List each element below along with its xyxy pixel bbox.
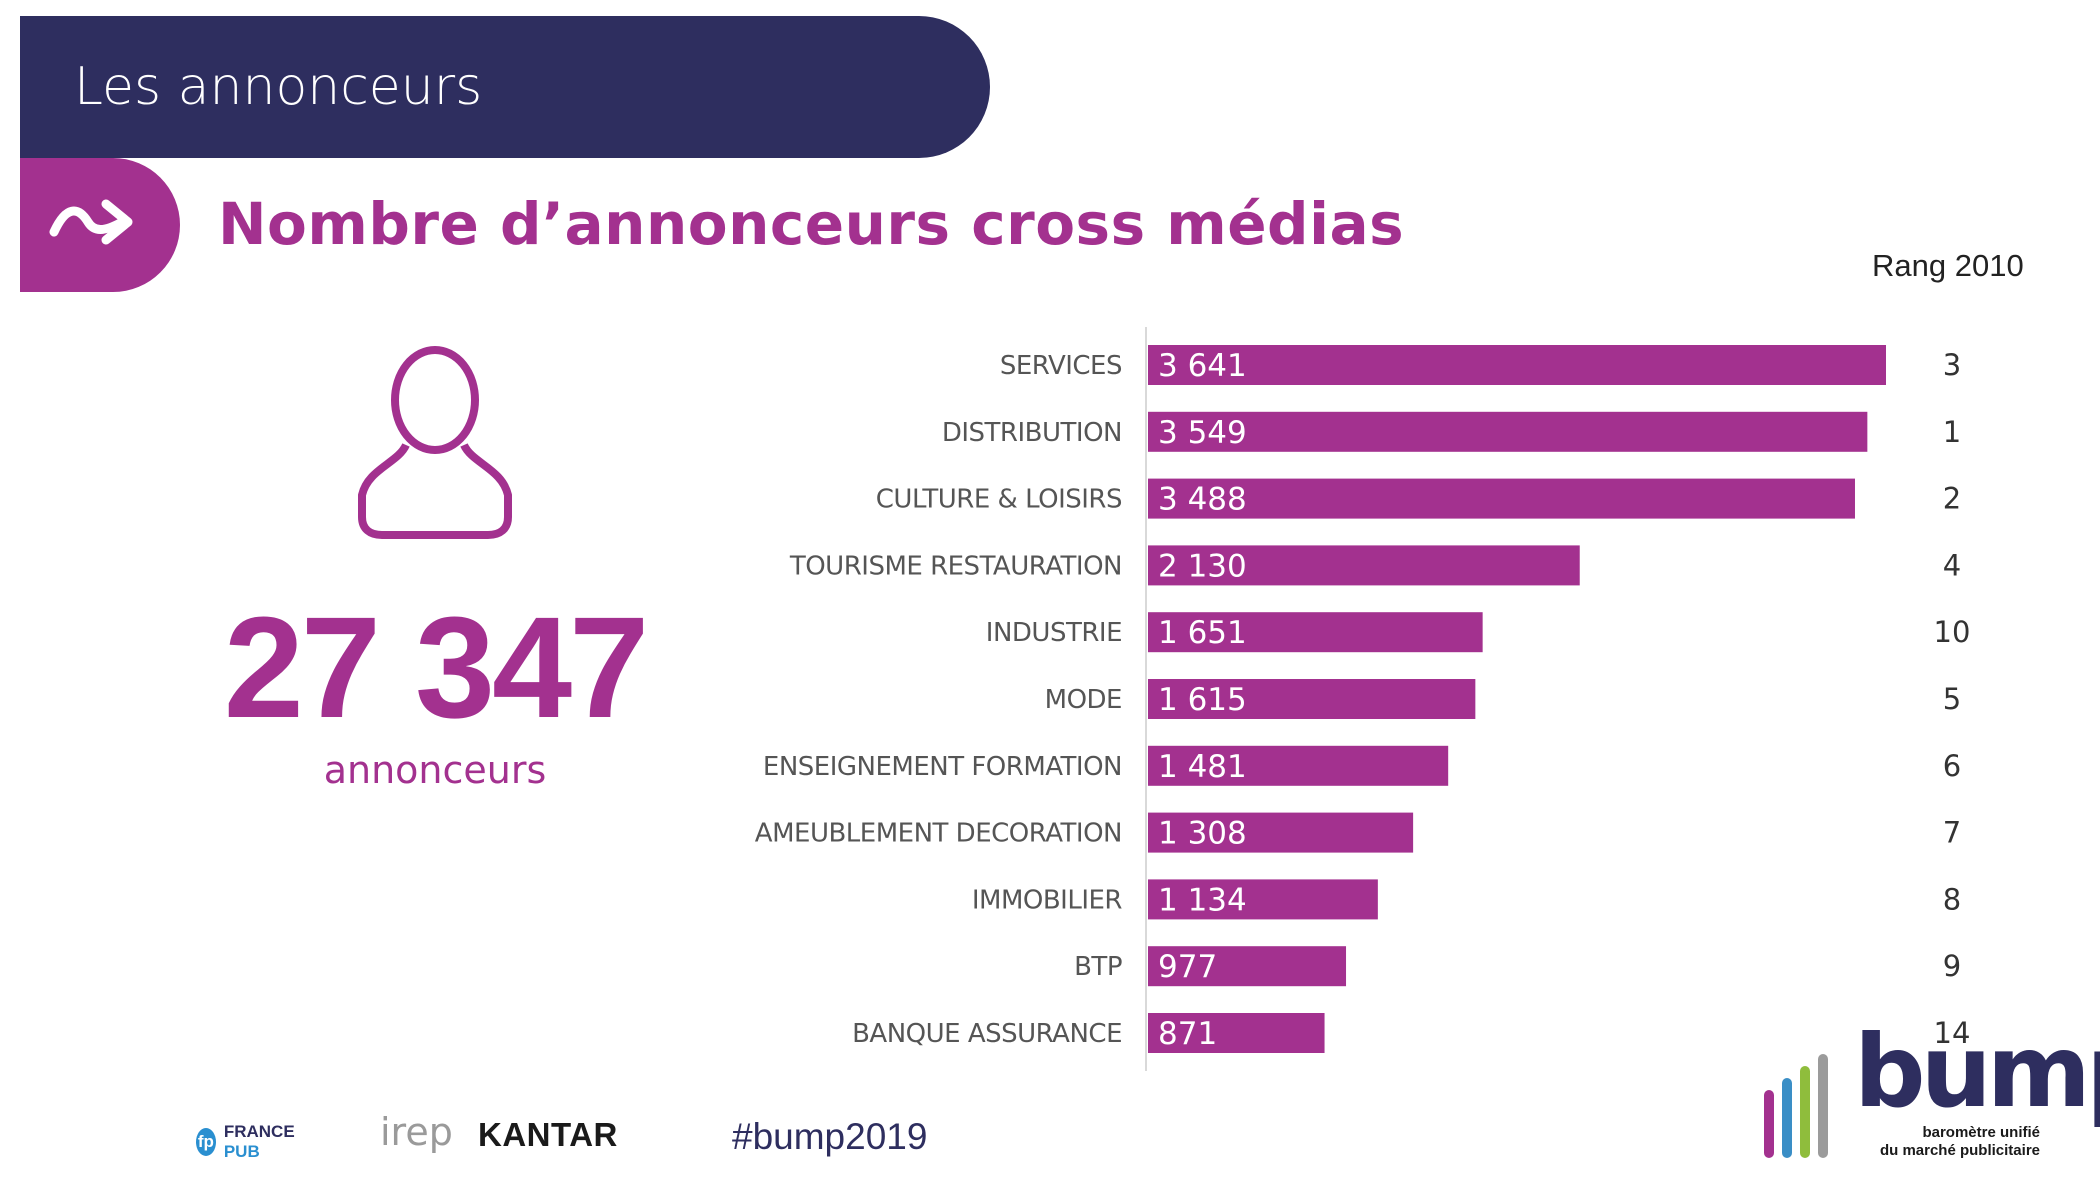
bar	[1148, 812, 1414, 853]
bar-value-label: 1 615	[1158, 682, 1247, 718]
kantar-logo: KANTAR	[478, 1116, 618, 1153]
person-outline-icon	[358, 346, 512, 539]
bar-value-label: 1 481	[1158, 749, 1247, 785]
category-label: DISTRIBUTION	[942, 418, 1122, 448]
advertisers-bar-chart: SERVICES 3 641 3 DISTRIBUTION 3 549 1 CULTURE …	[755, 327, 1971, 1071]
header-band	[20, 16, 990, 158]
bar-value-label: 1 134	[1158, 882, 1247, 918]
total-advertisers-value: 27 347	[223, 587, 649, 748]
rank-value: 14	[1934, 1016, 1971, 1050]
rank-value: 8	[1943, 882, 1961, 916]
bar	[1148, 345, 1886, 385]
rank-value: 5	[1943, 682, 1961, 716]
bar	[1148, 1013, 1325, 1053]
bar	[1148, 679, 1476, 719]
francepub-logo: fp FRANCE PUB	[196, 1122, 303, 1162]
rank-value: 10	[1934, 615, 1971, 649]
bar	[1148, 478, 1855, 519]
category-label: MODE	[1045, 685, 1122, 715]
bar	[1148, 545, 1580, 586]
bump-tagline-line2: du marché publicitaire	[1879, 1142, 2040, 1159]
bar-value-label: 3 549	[1158, 415, 1247, 451]
bar-value-label: 2 130	[1158, 548, 1247, 584]
francepub-pub-text: PUB	[223, 1142, 260, 1161]
category-label: BANQUE ASSURANCE	[852, 1019, 1122, 1049]
bar-value-label: 3 641	[1158, 348, 1247, 384]
rank-value: 6	[1943, 749, 1961, 783]
bump-logo-text: bump	[1854, 1013, 2100, 1130]
rank-value: 1	[1943, 415, 1961, 449]
category-label: AMEUBLEMENT DECORATION	[755, 819, 1122, 849]
bar	[1148, 946, 1347, 987]
category-label: INDUSTRIE	[986, 618, 1122, 648]
bar-value-label: 871	[1158, 1016, 1217, 1052]
rank-value: 7	[1943, 816, 1961, 850]
curved-arrow-right-icon	[49, 199, 133, 245]
header-title: Les annonceurs	[74, 57, 483, 117]
bar-value-label: 977	[1158, 949, 1217, 985]
bar	[1148, 879, 1378, 920]
bar	[1148, 612, 1483, 653]
category-label: TOURISME RESTAURATION	[789, 551, 1122, 581]
hashtag: #bump2019	[732, 1116, 928, 1157]
rank-value: 4	[1943, 548, 1961, 582]
category-label: BTP	[1074, 952, 1122, 982]
rank-value: 3	[1943, 348, 1961, 382]
bar-value-label: 1 651	[1158, 615, 1247, 651]
bar	[1148, 411, 1868, 452]
bump-logo-bars-icon	[1764, 1054, 1828, 1158]
rank-value: 2	[1943, 482, 1961, 516]
bump-tagline: baromètre unifié du marché publicitaire	[1860, 1124, 2040, 1160]
bar	[1148, 745, 1449, 786]
francepub-text: FRANCE	[223, 1122, 295, 1141]
rank-value: 9	[1943, 949, 1961, 983]
total-advertisers-label: annonceurs	[323, 748, 547, 792]
category-label: IMMOBILIER	[972, 885, 1123, 915]
rank-column-header: Rang 2010	[1872, 248, 2024, 283]
francepub-icon: fp	[196, 1128, 216, 1156]
bar-value-label: 1 308	[1158, 816, 1247, 852]
irep-logo: irep	[380, 1110, 453, 1154]
category-label: ENSEIGNEMENT FORMATION	[763, 752, 1122, 782]
bump-tagline-line1: baromètre unifié	[1922, 1124, 2040, 1141]
category-label: CULTURE & LOISIRS	[876, 485, 1122, 515]
category-label: SERVICES	[1000, 351, 1122, 381]
page-subtitle: Nombre d’annonceurs cross médias	[218, 190, 1405, 258]
bar-value-label: 3 488	[1158, 482, 1247, 518]
